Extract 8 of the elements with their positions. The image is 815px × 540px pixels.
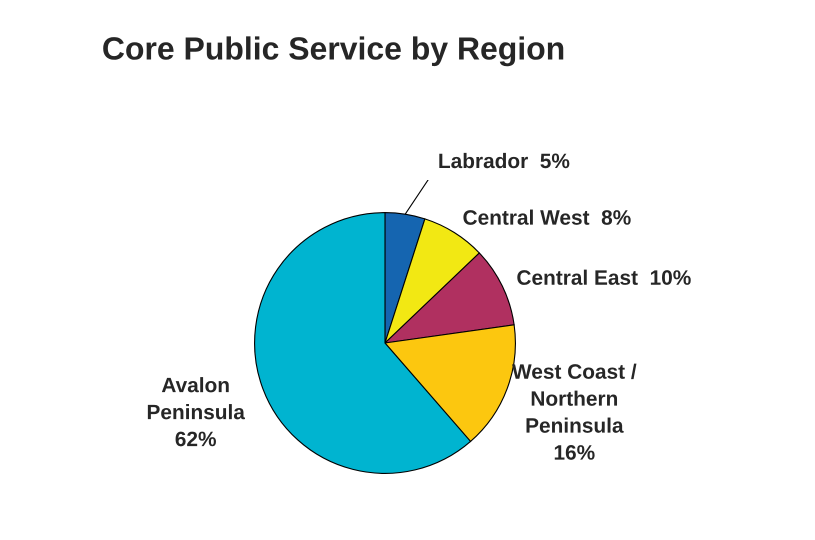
data-label: 62% [176, 432, 216, 446]
slice-label: Central East 10% [517, 270, 691, 285]
slice-label: West Coast / Northern Peninsula [512, 364, 636, 433]
slice-label: Labrador 5% [439, 152, 570, 168]
slice-label: Avalon Peninsula [148, 377, 246, 420]
chart-title: Core Public Service by Region [103, 36, 564, 66]
slice-label: Central West 8% [463, 210, 631, 225]
data-label: 16% [554, 445, 595, 460]
